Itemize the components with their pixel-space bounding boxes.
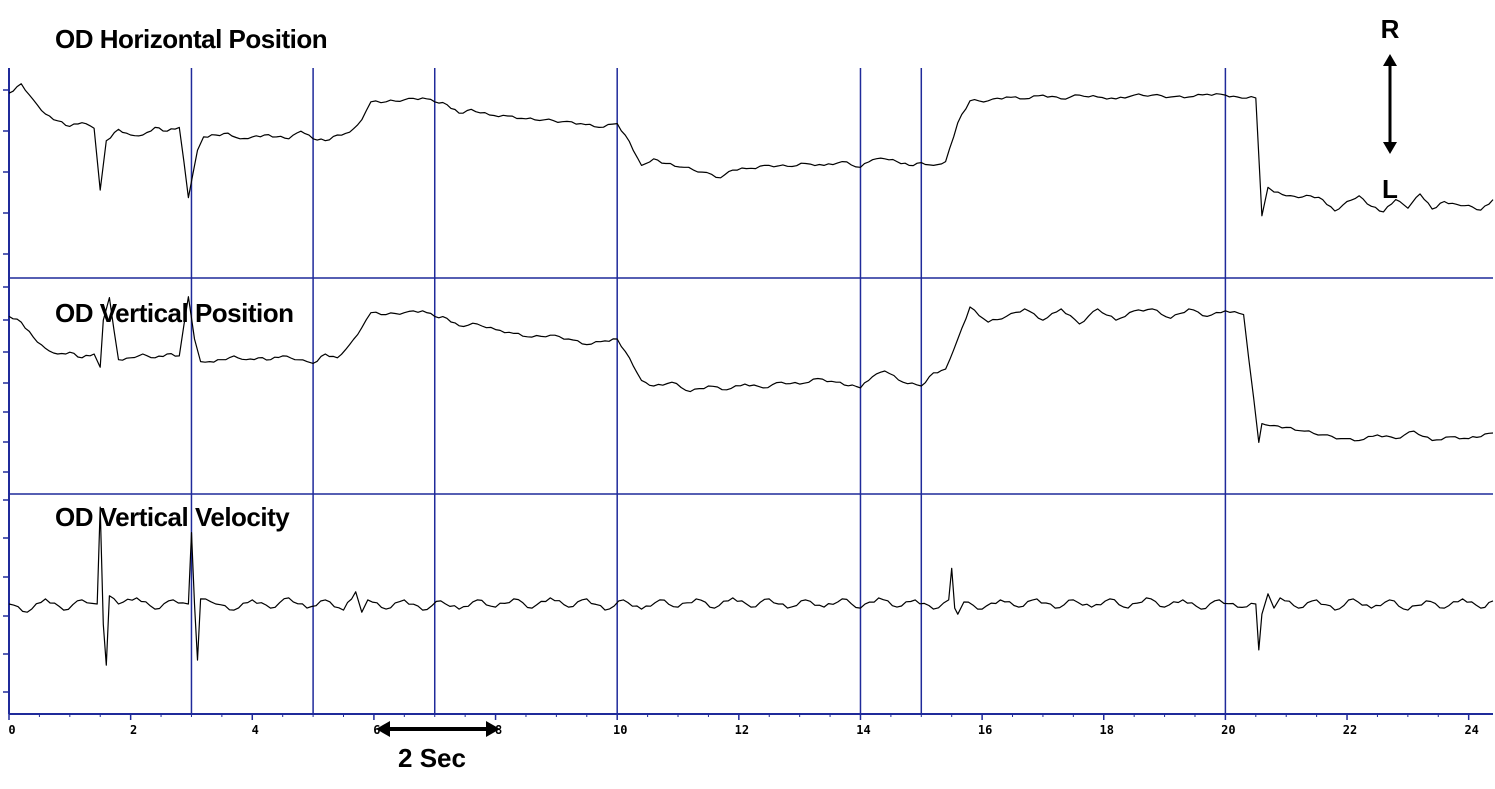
panel-title-vertical-position: OD Vertical Position <box>55 298 294 328</box>
x-tick-label: 20 <box>1221 723 1235 737</box>
x-tick-label: 10 <box>613 723 627 737</box>
axes-layer: 0 2 4 6 8 10 12 14 16 18 20 22 24 <box>3 68 1493 737</box>
trace-line-panel-0 <box>8 83 1494 217</box>
event-markers <box>190 68 1227 714</box>
x-tick-label: 6 <box>373 723 380 737</box>
x-tick-label: 2 <box>130 723 137 737</box>
x-tick-label: 22 <box>1343 723 1357 737</box>
direction-arrow-icon <box>1383 54 1397 154</box>
direction-label-left: L <box>1382 174 1398 204</box>
panel-title-vertical-velocity: OD Vertical Velocity <box>55 502 290 532</box>
trace-line-panel-2 <box>8 506 1494 666</box>
direction-label-right: R <box>1381 14 1400 44</box>
time-scale-arrow-icon <box>376 721 500 737</box>
x-tick-label: 16 <box>978 723 992 737</box>
traces <box>8 83 1494 666</box>
x-tick-label: 0 <box>8 723 15 737</box>
x-tick-label: 18 <box>1100 723 1114 737</box>
x-tick-label: 8 <box>495 723 502 737</box>
trace-line-panel-1 <box>8 296 1494 443</box>
panel-title-horizontal-position: OD Horizontal Position <box>55 24 327 54</box>
x-tick-label: 24 <box>1464 723 1478 737</box>
time-scale-label: 2 Sec <box>398 743 466 773</box>
x-tick-label: 14 <box>856 723 870 737</box>
x-tick-label: 12 <box>735 723 749 737</box>
x-tick-label: 4 <box>252 723 259 737</box>
